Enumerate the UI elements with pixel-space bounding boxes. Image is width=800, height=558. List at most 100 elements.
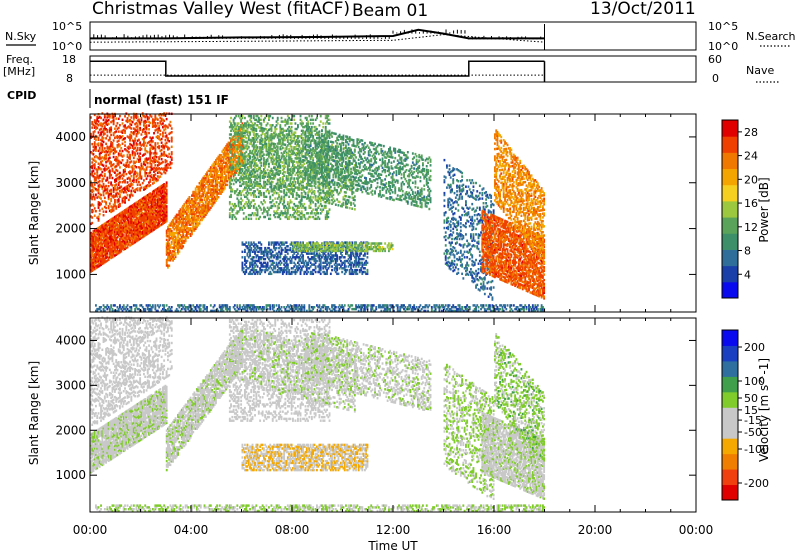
nsearch-label: N.Search — [746, 30, 796, 43]
heatmap-cell — [266, 196, 268, 198]
heatmap-cell — [310, 207, 312, 209]
heatmap-cell — [321, 205, 323, 207]
heatmap-cell — [242, 168, 244, 170]
heatmap-cell — [187, 236, 189, 238]
heatmap-cell — [91, 126, 93, 128]
heatmap-cell — [94, 183, 96, 185]
heatmap-cell — [106, 135, 108, 137]
heatmap-cell — [130, 190, 132, 192]
heatmap-cell — [99, 213, 101, 215]
heatmap-cell — [117, 122, 119, 124]
heatmap-cell — [130, 175, 132, 177]
heatmap-cell — [167, 156, 169, 158]
heatmap-cell — [167, 167, 169, 169]
heatmap-cell — [148, 117, 150, 119]
heatmap-cell — [278, 194, 280, 196]
heatmap-cell — [114, 148, 116, 150]
heatmap-cell — [137, 143, 139, 145]
heatmap-cell — [293, 177, 295, 179]
heatmap-cell — [243, 156, 245, 158]
heatmap-cell — [236, 188, 238, 190]
heatmap-cell — [312, 208, 314, 210]
heatmap-cell — [225, 174, 227, 176]
heatmap-cell — [151, 115, 153, 117]
heatmap-cell — [229, 161, 231, 163]
heatmap-cell — [234, 174, 236, 176]
heatmap-cell — [154, 142, 156, 144]
heatmap-cell — [230, 117, 232, 119]
heatmap-cell — [119, 172, 121, 174]
heatmap-cell — [119, 124, 121, 126]
heatmap-cell — [141, 133, 143, 135]
heatmap-cell — [284, 139, 286, 141]
heatmap-cell — [161, 149, 163, 151]
heatmap-cell — [166, 134, 168, 136]
heatmap-cell — [171, 157, 173, 159]
heatmap-cell — [148, 128, 150, 130]
heatmap-cell — [303, 214, 305, 216]
heatmap-cell — [93, 153, 95, 155]
heatmap-cell — [100, 168, 102, 170]
heatmap-cell — [95, 146, 97, 148]
heatmap-cell — [124, 144, 126, 146]
heatmap-cell — [134, 138, 136, 140]
heatmap-cell — [138, 181, 140, 183]
heatmap-cell — [235, 115, 237, 117]
heatmap-cell — [158, 125, 160, 127]
heatmap-cell — [118, 198, 120, 200]
heatmap-cell — [281, 196, 283, 198]
heatmap-cell — [168, 140, 170, 142]
heatmap-cell — [110, 181, 112, 183]
heatmap-cell — [166, 205, 168, 207]
heatmap-cell — [269, 115, 271, 117]
heatmap-cell — [171, 137, 173, 139]
heatmap-cell — [238, 153, 240, 155]
heatmap-cell — [122, 135, 124, 137]
heatmap-cell — [122, 122, 124, 124]
heatmap-cell — [308, 115, 310, 117]
heatmap-cell — [141, 117, 143, 119]
heatmap-cell — [118, 127, 120, 129]
heatmap-cell — [100, 117, 102, 119]
heatmap-cell — [138, 131, 140, 133]
heatmap-cell — [105, 185, 107, 187]
heatmap-cell — [101, 143, 103, 145]
heatmap-cell — [124, 115, 126, 117]
heatmap-cell — [149, 179, 151, 181]
heatmap-cell — [117, 170, 119, 172]
heatmap-cell — [170, 121, 172, 123]
heatmap-cell — [260, 119, 262, 121]
heatmap-cell — [272, 124, 274, 126]
heatmap-cell — [128, 151, 130, 153]
heatmap-cell — [250, 218, 252, 220]
heatmap-cell — [95, 194, 97, 196]
heatmap-cell — [138, 139, 140, 141]
heatmap-cell — [301, 210, 303, 212]
heatmap-cell — [230, 194, 232, 196]
heatmap-cell — [274, 216, 276, 218]
heatmap-cell — [152, 137, 154, 139]
heatmap-cell — [110, 174, 112, 176]
heatmap-cell — [127, 117, 129, 119]
heatmap-cell — [163, 151, 165, 153]
heatmap-cell — [103, 183, 105, 185]
heatmap-cell — [115, 130, 117, 132]
heatmap-cell — [100, 203, 102, 205]
freq-unit-label: [MHz] — [3, 65, 35, 78]
heatmap-cell — [139, 152, 141, 154]
heatmap-cell — [248, 218, 250, 220]
heatmap-cell — [301, 192, 303, 194]
heatmap-cell — [133, 168, 135, 170]
heatmap-cell — [260, 208, 262, 210]
heatmap-cell — [95, 161, 97, 163]
heatmap-cell — [104, 173, 106, 175]
heatmap-cell — [303, 163, 305, 165]
heatmap-cell — [325, 126, 327, 128]
heatmap-cell — [229, 201, 231, 203]
heatmap-cell — [91, 143, 93, 145]
heatmap-cell — [105, 207, 107, 209]
heatmap-cell — [99, 209, 101, 211]
heatmap-cell — [312, 119, 314, 121]
heatmap-cell — [242, 153, 244, 155]
heatmap-cell — [110, 189, 112, 191]
